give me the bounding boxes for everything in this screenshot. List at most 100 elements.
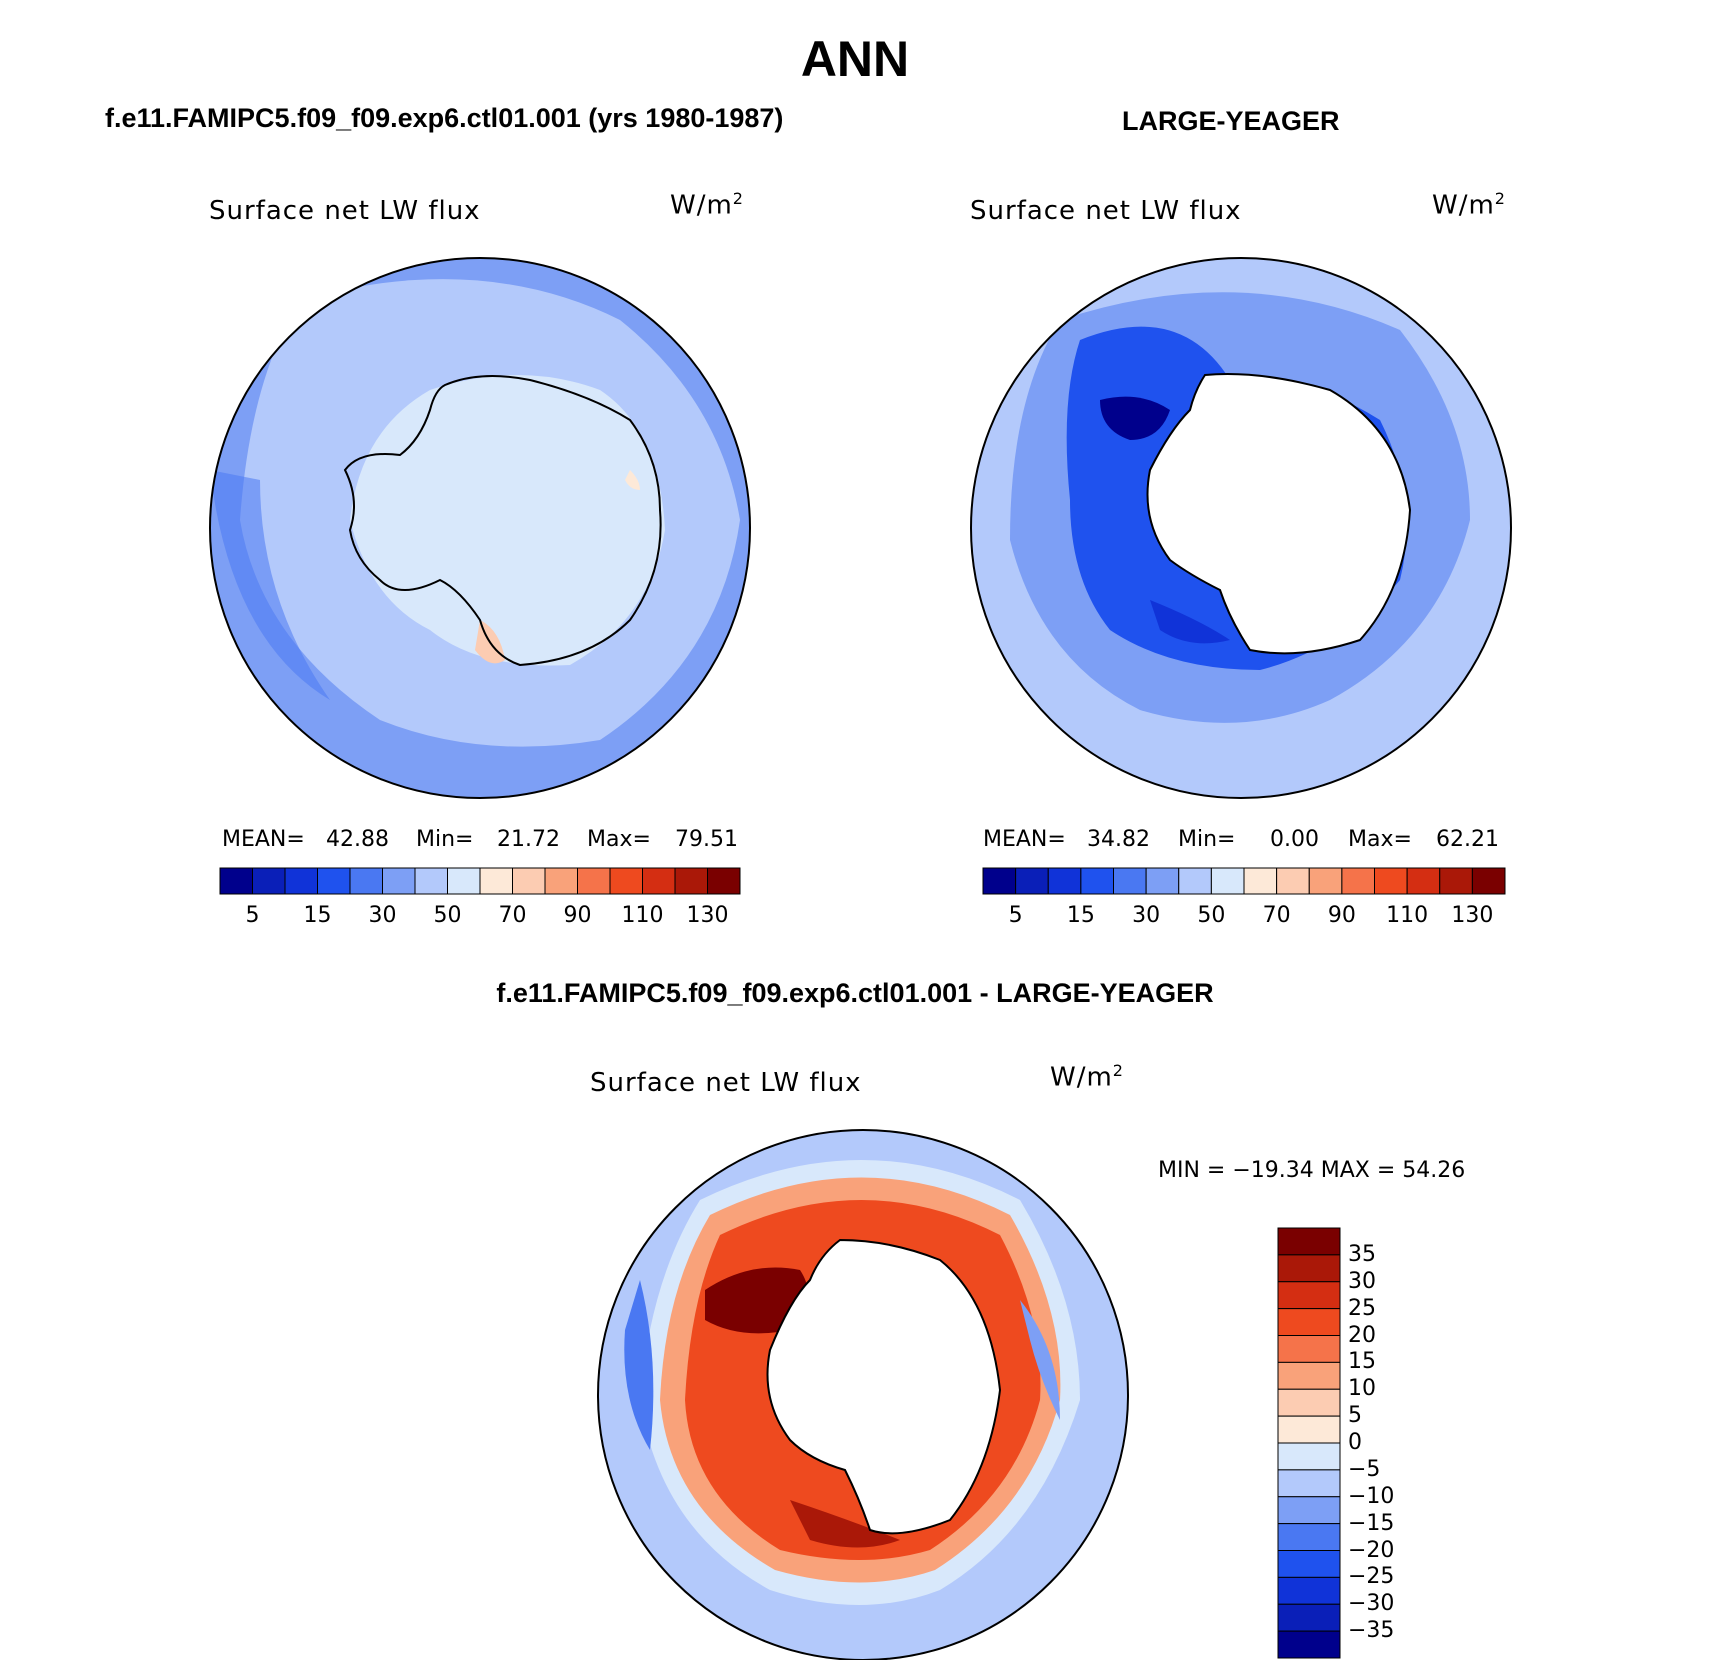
colorbar-swatch bbox=[707, 867, 741, 895]
panel-1-mean-value: 42.88 bbox=[326, 827, 389, 852]
colorbar-swatch bbox=[1439, 867, 1473, 895]
panel-2-variable-label: Surface net LW flux bbox=[970, 196, 1242, 226]
colorbar-swatch bbox=[317, 867, 351, 895]
panel-1-map-boundary bbox=[209, 257, 751, 799]
diff-colorbar bbox=[1277, 1227, 1341, 1659]
diff-variable-label: Surface net LW flux bbox=[590, 1068, 862, 1098]
colorbar-swatch bbox=[252, 867, 286, 895]
colorbar-tick-label: 10 bbox=[1348, 1376, 1376, 1402]
colorbar-swatch bbox=[1277, 1442, 1341, 1471]
colorbar-swatch bbox=[1406, 867, 1441, 895]
colorbar-tick-label: 15 bbox=[1348, 1349, 1376, 1375]
colorbar-swatch bbox=[982, 867, 1017, 895]
diff-minmax: MIN = −19.34 MAX = 54.26 bbox=[1158, 1158, 1466, 1183]
colorbar-tick-label: 130 bbox=[1451, 903, 1494, 928]
colorbar-tick-label: 110 bbox=[621, 903, 664, 928]
colorbar-tick-label: −25 bbox=[1348, 1564, 1395, 1590]
panel-1-max-value: 79.51 bbox=[675, 827, 738, 852]
colorbar-tick-label: 30 bbox=[1348, 1268, 1376, 1294]
colorbar-swatch bbox=[642, 867, 676, 895]
colorbar-tick-label: 20 bbox=[1348, 1322, 1376, 1348]
colorbar-swatch bbox=[1277, 1281, 1341, 1310]
panel-1-map bbox=[210, 258, 750, 798]
colorbar-swatch bbox=[1471, 867, 1506, 895]
colorbar-swatch bbox=[1277, 1496, 1341, 1525]
panel-2-header: LARGE-YEAGER bbox=[1122, 106, 1340, 136]
panel-1-min-value: 21.72 bbox=[497, 827, 560, 852]
panel-1-colorbar bbox=[219, 867, 741, 895]
panel-1-max-label: Max= bbox=[587, 827, 651, 852]
panel-2-units: W/m2 bbox=[1432, 189, 1506, 221]
colorbar-swatch bbox=[1277, 1335, 1341, 1363]
colorbar-swatch bbox=[1047, 867, 1082, 895]
colorbar-swatch bbox=[1341, 867, 1375, 895]
colorbar-swatch bbox=[1277, 1227, 1341, 1256]
colorbar-tick-label: 15 bbox=[1066, 903, 1095, 928]
figure-title: ANN bbox=[800, 31, 910, 87]
colorbar-swatch bbox=[1113, 867, 1147, 895]
panel-2-mean-label: MEAN= bbox=[983, 827, 1066, 852]
colorbar-tick-label: −5 bbox=[1348, 1456, 1381, 1482]
panel-1-mean-label: MEAN= bbox=[222, 827, 305, 852]
colorbar-swatch bbox=[1277, 1469, 1341, 1498]
panel-2-map bbox=[971, 258, 1511, 798]
panel-2-min-label: Min= bbox=[1178, 827, 1236, 852]
colorbar-tick-label: −35 bbox=[1348, 1618, 1395, 1644]
diff-map bbox=[598, 1130, 1128, 1660]
colorbar-swatch bbox=[609, 867, 643, 895]
colorbar-swatch bbox=[284, 867, 318, 895]
colorbar-swatch bbox=[1145, 867, 1180, 895]
colorbar-swatch bbox=[1243, 867, 1278, 895]
colorbar-tick-label: −10 bbox=[1348, 1483, 1395, 1509]
colorbar-tick-label: 15 bbox=[303, 903, 332, 928]
panel-1-variable-label: Surface net LW flux bbox=[209, 196, 481, 226]
panel-1-min-label: Min= bbox=[416, 827, 474, 852]
colorbar-swatch bbox=[382, 867, 416, 895]
colorbar-tick-label: 70 bbox=[1262, 903, 1291, 928]
colorbar-swatch bbox=[1374, 867, 1408, 895]
diff-coastline bbox=[766, 1238, 1002, 1535]
colorbar-tick-label: 30 bbox=[1132, 903, 1161, 928]
colorbar-swatch bbox=[1178, 867, 1212, 895]
panel-1-units: W/m2 bbox=[670, 189, 744, 221]
colorbar-tick-label: −15 bbox=[1348, 1510, 1395, 1536]
panel-2-coastline bbox=[1146, 373, 1412, 655]
colorbar-swatch bbox=[219, 867, 253, 895]
colorbar-tick-label: −30 bbox=[1348, 1591, 1395, 1617]
colorbar-tick-label: 0 bbox=[1348, 1430, 1362, 1455]
colorbar-tick-label: 90 bbox=[563, 903, 592, 928]
colorbar-swatch bbox=[1308, 867, 1343, 895]
colorbar-swatch bbox=[1015, 867, 1049, 895]
panel-2-colorbar bbox=[982, 867, 1506, 895]
colorbar-swatch bbox=[1277, 1361, 1341, 1390]
diff-map-boundary bbox=[597, 1129, 1129, 1660]
colorbar-tick-label: 110 bbox=[1386, 903, 1429, 928]
colorbar-tick-label: 5 bbox=[245, 903, 260, 928]
diff-panel-header: f.e11.FAMIPC5.f09_f09.exp6.ctl01.001 - L… bbox=[496, 978, 1214, 1008]
colorbar-swatch bbox=[1277, 1630, 1341, 1659]
panel-2-min-value: 0.00 bbox=[1270, 827, 1319, 852]
colorbar-tick-label: 70 bbox=[498, 903, 527, 928]
panel-1-header: f.e11.FAMIPC5.f09_f09.exp6.ctl01.001 (yr… bbox=[105, 103, 784, 133]
colorbar-swatch bbox=[544, 867, 578, 895]
panel-2-mean-value: 34.82 bbox=[1087, 827, 1150, 852]
diff-units: W/m2 bbox=[1050, 1061, 1124, 1093]
colorbar-tick-label: −20 bbox=[1348, 1537, 1395, 1563]
colorbar-swatch bbox=[512, 867, 546, 895]
colorbar-swatch bbox=[1210, 867, 1245, 895]
colorbar-swatch bbox=[1080, 867, 1114, 895]
colorbar-swatch bbox=[1277, 1254, 1341, 1283]
colorbar-tick-label: 35 bbox=[1348, 1241, 1376, 1267]
colorbar-swatch bbox=[349, 867, 383, 895]
colorbar-tick-label: 130 bbox=[686, 903, 729, 928]
colorbar-swatch bbox=[1277, 1388, 1341, 1417]
panel-1-coastline bbox=[343, 375, 662, 667]
colorbar-swatch bbox=[1277, 1576, 1341, 1605]
colorbar-swatch bbox=[1277, 1523, 1341, 1551]
colorbar-swatch bbox=[447, 867, 481, 895]
colorbar-swatch bbox=[1277, 1603, 1341, 1632]
panel-2-max-value: 62.21 bbox=[1436, 827, 1499, 852]
colorbar-swatch bbox=[1276, 867, 1310, 895]
colorbar-swatch bbox=[414, 867, 448, 895]
